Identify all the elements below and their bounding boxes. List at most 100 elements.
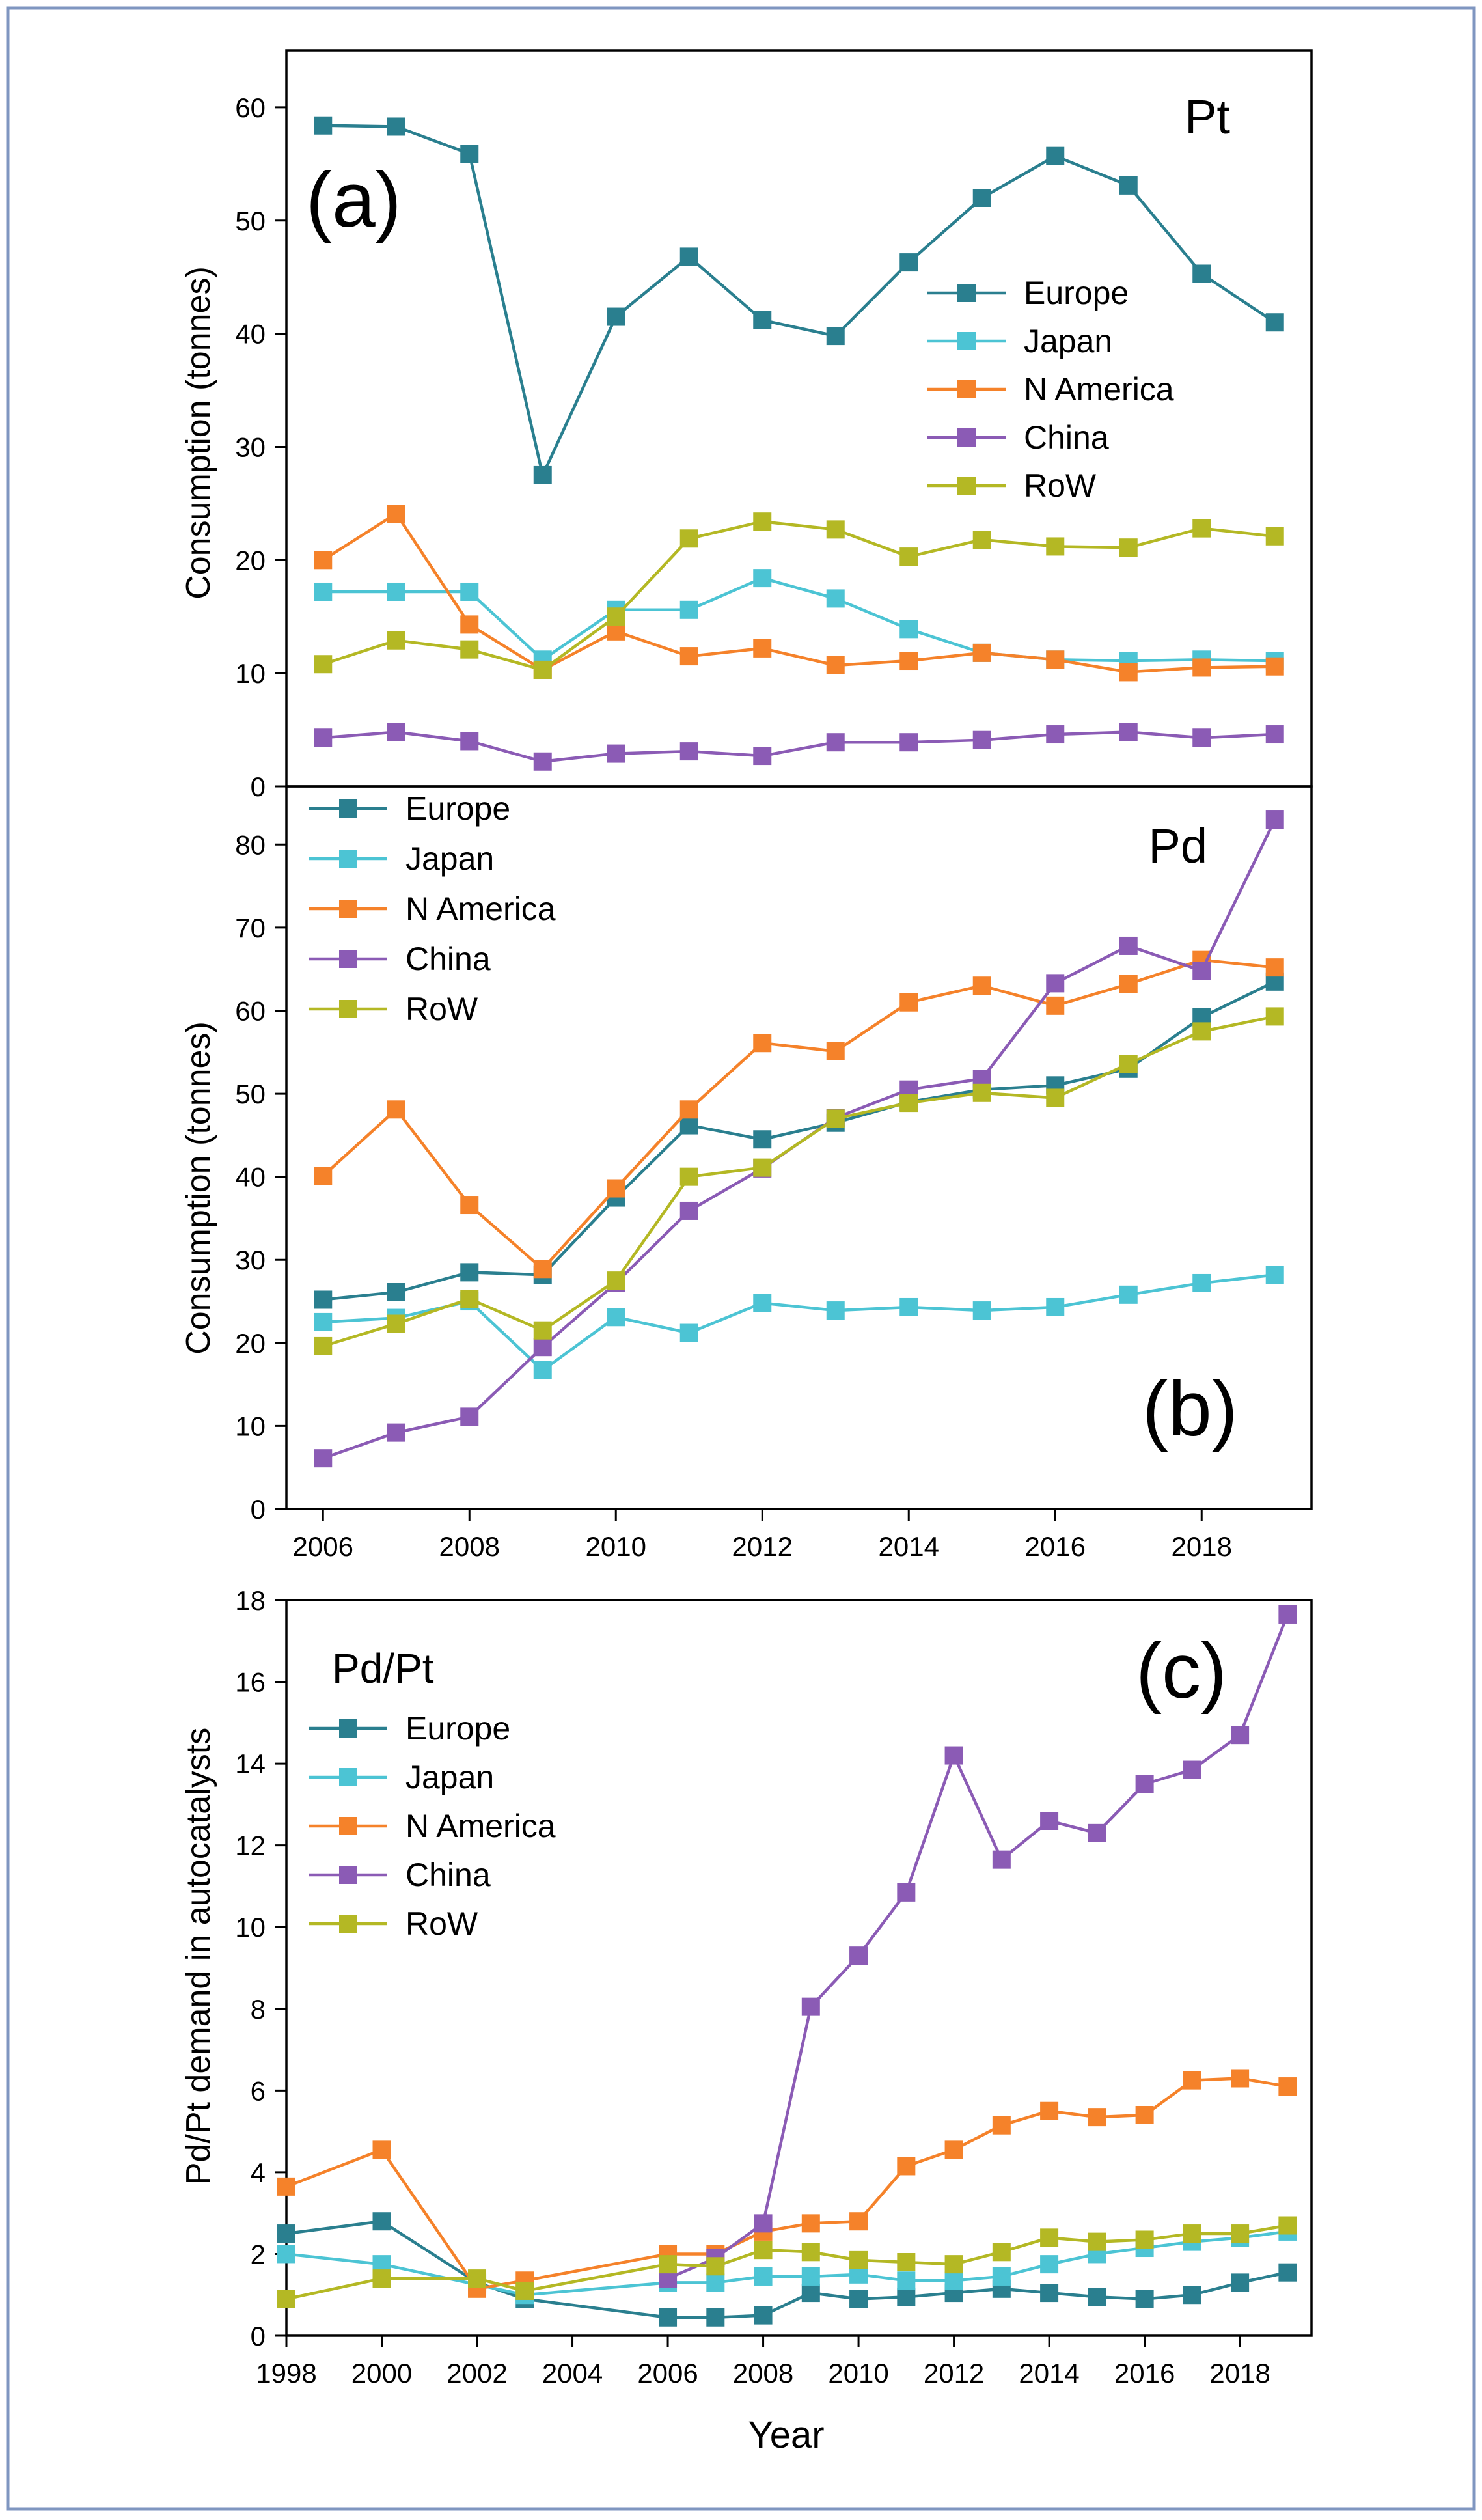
panel-a-point-row [460, 640, 479, 659]
panel-c-point-japan [1040, 2255, 1059, 2274]
panel-a-legend-item-row: RoW [927, 467, 1097, 504]
panel-c-metal-label: Pd/Pt [332, 1645, 434, 1692]
panel-a-legend-label: RoW [1024, 467, 1097, 504]
panel-b-point-china [679, 1201, 698, 1220]
panel-c-point-japan [944, 2271, 963, 2290]
panel-a-point-china [753, 747, 772, 766]
panel-c-x-tick-label: 2008 [733, 2358, 793, 2388]
panel-b-y-tick-label: 0 [251, 1494, 266, 1525]
panel-c-point-japan [277, 2245, 295, 2264]
panel-c-point-n-america [1183, 2071, 1201, 2090]
panel-a-point-row [1046, 537, 1065, 556]
panel-c-point-japan [754, 2267, 773, 2286]
panel-a-point-china [972, 730, 991, 749]
panel-a-point-europe [1119, 176, 1138, 195]
panel-c-y-axis-title: Pd/Pt demand in autocatalysts [180, 1728, 217, 2185]
panel-c-point-n-america [277, 2177, 295, 2196]
panel-a-point-n-america [387, 505, 405, 523]
panel-c-point-europe [372, 2212, 391, 2231]
panel-c-point-n-america [944, 2140, 963, 2159]
panel-b-point-japan [972, 1301, 991, 1320]
panel-b-point-row [826, 1109, 845, 1128]
panel-b-point-row [1119, 1055, 1138, 1073]
panel-a-series-n-america [314, 505, 1284, 682]
panel-c-legend-item-row: RoW [309, 1905, 478, 1942]
panel-b-line-japan [323, 1273, 1276, 1372]
panel-b-point-row [387, 1314, 405, 1333]
panel-b-y-tick-label: 40 [235, 1162, 266, 1193]
panel-c-x-tick-label: 1998 [256, 2358, 316, 2388]
panel-b-legend-swatch-marker [339, 850, 357, 868]
panel-a-legend-label: N America [1024, 371, 1174, 408]
panel-a-y-tick-label: 50 [235, 206, 266, 236]
panel-a-point-china [314, 728, 333, 747]
panel-c-point-china [1183, 1760, 1201, 1779]
panel-b-point-n-america [679, 1100, 698, 1119]
panel-c-point-china [1040, 1812, 1059, 1830]
panel-b-point-japan [826, 1301, 845, 1320]
panel-b-point-europe [753, 1130, 772, 1149]
panel-b-point-japan [1265, 1266, 1284, 1284]
panel-a-point-n-america [826, 656, 845, 674]
panel-a-point-china [1119, 723, 1138, 741]
panel-c-point-row [1135, 2230, 1154, 2249]
panel-c-point-europe [706, 2308, 725, 2327]
panel-c-point-china [849, 1946, 868, 1965]
panel-c-y-tick-label: 12 [235, 1831, 266, 1861]
panel-a-point-china [679, 742, 698, 761]
panel-b-x-tick-label: 2006 [293, 1531, 353, 1562]
panel-a-point-china [899, 733, 918, 752]
panel-b-point-row [314, 1336, 333, 1355]
panel-b-point-row [679, 1167, 698, 1186]
panel-a-point-row [533, 660, 552, 679]
panel-b-point-n-america [1119, 975, 1138, 993]
panel-c-point-europe [1278, 2263, 1297, 2282]
panel-c-legend-swatch-marker [339, 1768, 357, 1786]
panel-a-legend-swatch-marker [957, 332, 976, 350]
panel-a-point-japan [826, 589, 845, 608]
panel-b-x-tick-label: 2010 [586, 1531, 646, 1562]
panel-c-y-tick-label: 14 [235, 1749, 266, 1779]
panel-b-point-n-america [460, 1196, 479, 1215]
panel-c-point-europe [1183, 2286, 1201, 2305]
panel-b-series-row [314, 1007, 1284, 1355]
panel-a-point-china [387, 723, 405, 741]
panel-c-x-tick-label: 2018 [1209, 2358, 1270, 2388]
panel-c-legend-swatch-marker [339, 1866, 357, 1884]
panel-a-point-row [972, 531, 991, 549]
panel-a-series-japan [314, 569, 1284, 671]
panel-b-series-japan [314, 1266, 1284, 1379]
panel-a-point-japan [460, 582, 479, 601]
panel-a-point-n-america [753, 639, 772, 658]
panel-c-point-japan [897, 2271, 916, 2290]
panel-b-y-tick-label: 20 [235, 1328, 266, 1359]
panel-b-point-n-america [387, 1100, 405, 1119]
panel-c-legend-item-japan: Japan [309, 1759, 494, 1795]
panel-b-point-china [1192, 962, 1211, 980]
panel-a-point-row [314, 655, 333, 674]
panel-b-line-row [322, 1015, 1276, 1348]
panel-c-legend-label: China [405, 1857, 491, 1893]
panel-a-point-row [1265, 527, 1284, 546]
panel-a-point-row [607, 607, 625, 626]
panel-c-legend-item-n-america: N America [309, 1808, 556, 1844]
panel-b-point-row [533, 1321, 552, 1340]
panel-c-point-row [849, 2250, 868, 2269]
panel-a-point-china [533, 752, 552, 771]
panel-c-x-tick-label: 2010 [828, 2358, 888, 2388]
panel-c-series-europe [277, 2212, 1297, 2327]
panel-a-point-japan [314, 582, 333, 601]
panel-b-legend-label: Europe [405, 790, 510, 827]
panel-c-point-n-america [897, 2157, 916, 2176]
panel-c-point-n-america [1040, 2101, 1059, 2120]
panel-b-legend-label: N America [405, 891, 556, 927]
panel-a-label: (a) [306, 156, 402, 243]
panel-b-point-n-america [1265, 958, 1284, 977]
panel-b-point-japan [899, 1297, 918, 1316]
panel-b-y-tick-label: 50 [235, 1079, 266, 1109]
panel-c-x-tick-label: 2000 [351, 2358, 412, 2388]
panel-c-series [277, 1605, 1297, 2327]
panel-a-legend-swatch-marker [957, 380, 976, 398]
panel-a-metal-label: Pt [1185, 90, 1230, 144]
panel-c-y-tick-label: 4 [251, 2157, 266, 2188]
